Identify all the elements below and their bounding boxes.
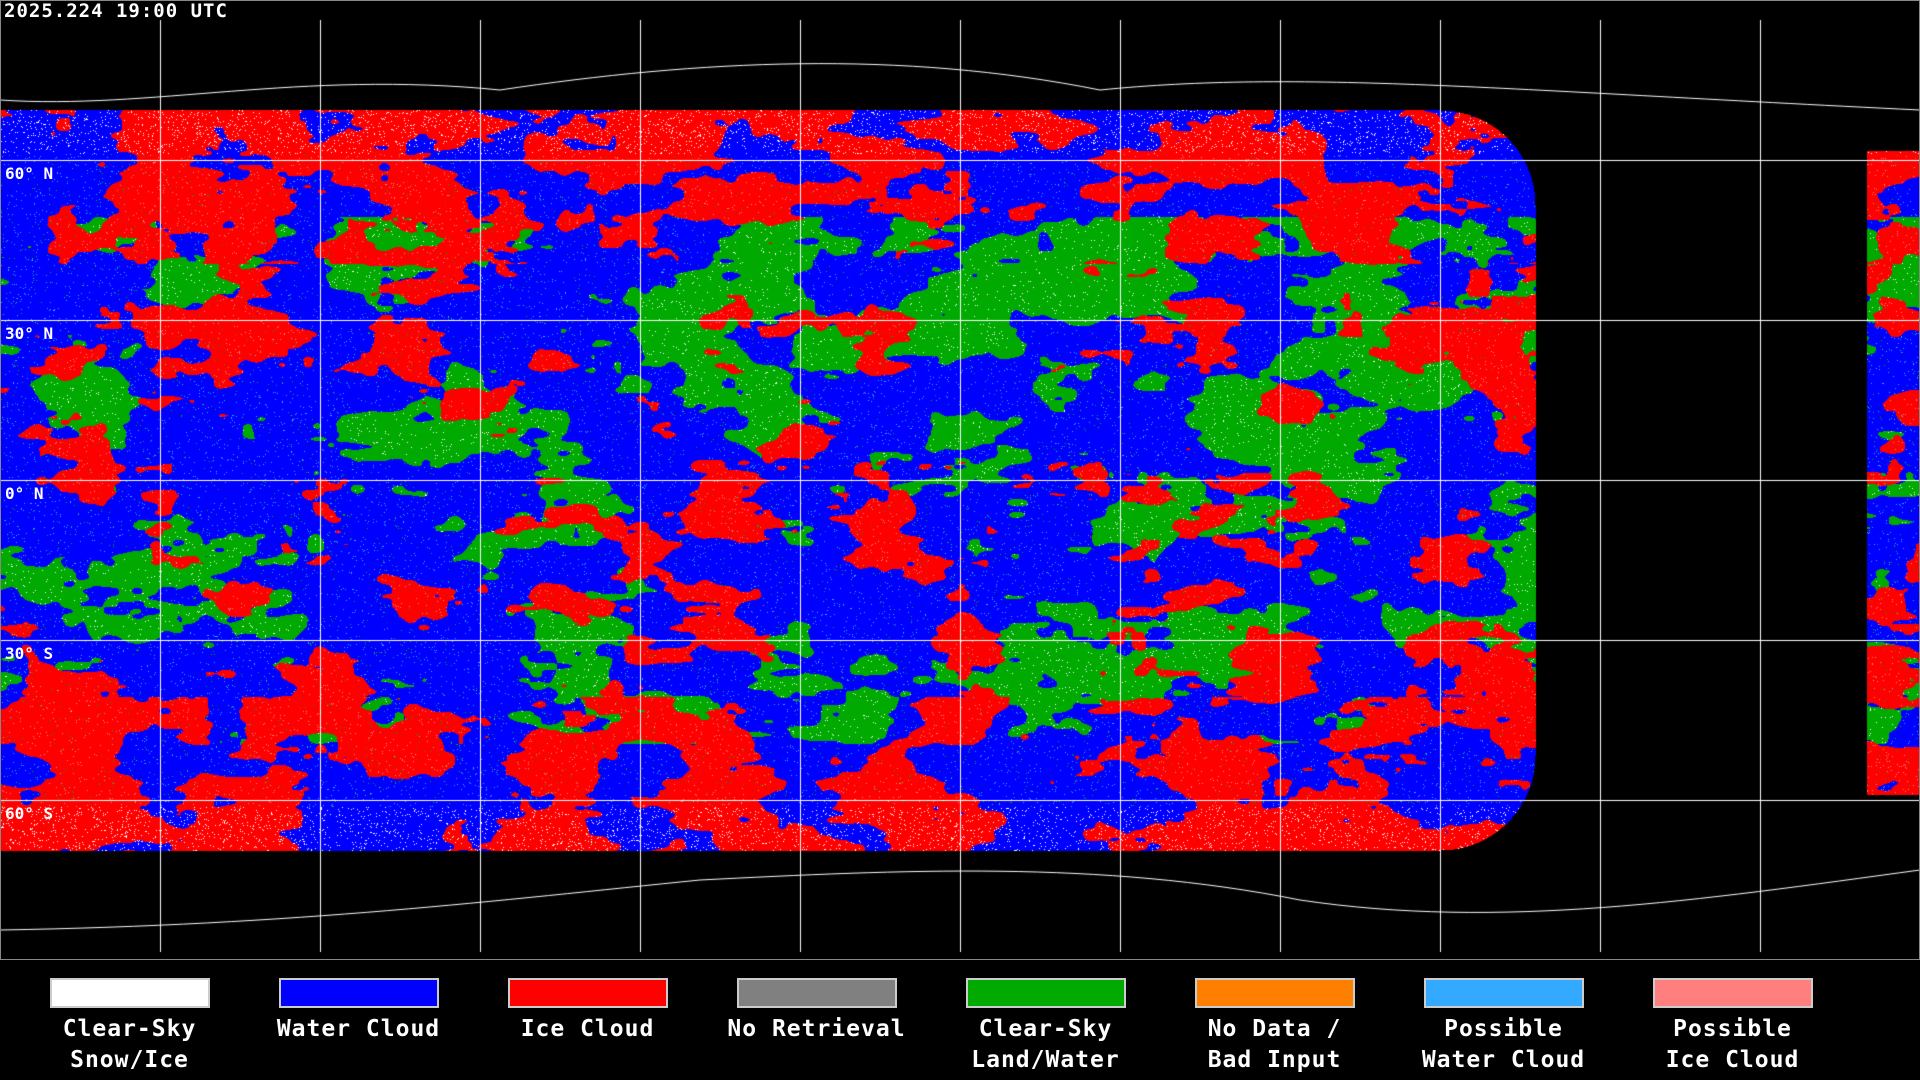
lat-label-30n: 30° N — [5, 324, 54, 343]
legend-item-possible-ice-cloud: Possible Ice Cloud — [1618, 978, 1847, 1076]
lat-label-60s: 60° S — [5, 804, 54, 823]
legend-swatch — [965, 978, 1126, 1008]
legend-item-water-cloud: Water Cloud — [244, 978, 473, 1045]
legend-label: Bad Input — [1207, 1047, 1342, 1073]
legend-swatch — [278, 978, 439, 1008]
legend-label: Water Cloud — [1421, 1047, 1586, 1073]
legend-swatch — [507, 978, 668, 1008]
legend-label: Water Cloud — [276, 1016, 441, 1042]
legend-swatch — [1652, 978, 1813, 1008]
legend-item-possible-water-cloud: Possible Water Cloud — [1389, 978, 1618, 1076]
legend-label: No Retrieval — [727, 1016, 906, 1042]
legend-item-no-data: No Data / Bad Input — [1160, 978, 1389, 1076]
legend-label: Ice Cloud — [520, 1016, 655, 1042]
legend-label: Snow/Ice — [70, 1047, 189, 1073]
legend-label: Land/Water — [971, 1047, 1120, 1073]
cloud-phase-map — [0, 0, 1920, 960]
legend-item-ice-cloud: Ice Cloud — [473, 978, 702, 1045]
legend: Clear-Sky Snow/Ice Water Cloud Ice Cloud … — [0, 960, 1920, 1080]
legend-swatch — [1423, 978, 1584, 1008]
legend-label: Clear-Sky — [62, 1016, 197, 1042]
legend-item-clear-sky-land-water: Clear-Sky Land/Water — [931, 978, 1160, 1076]
lat-label-0n: 0° N — [5, 484, 44, 503]
legend-swatch — [49, 978, 210, 1008]
legend-swatch — [1194, 978, 1355, 1008]
legend-label: Possible — [1444, 1016, 1563, 1042]
legend-label: No Data / — [1207, 1016, 1342, 1042]
legend-label: Possible — [1673, 1016, 1792, 1042]
legend-swatch — [736, 978, 897, 1008]
legend-item-no-retrieval: No Retrieval — [702, 978, 931, 1045]
lat-label-60n: 60° N — [5, 164, 54, 183]
lat-label-30s: 30° S — [5, 644, 54, 663]
legend-item-clear-sky-snow-ice: Clear-Sky Snow/Ice — [15, 978, 244, 1076]
legend-label: Clear-Sky — [978, 1016, 1113, 1042]
legend-label: Ice Cloud — [1665, 1047, 1800, 1073]
timestamp: 2025.224 19:00 UTC — [4, 0, 228, 22]
